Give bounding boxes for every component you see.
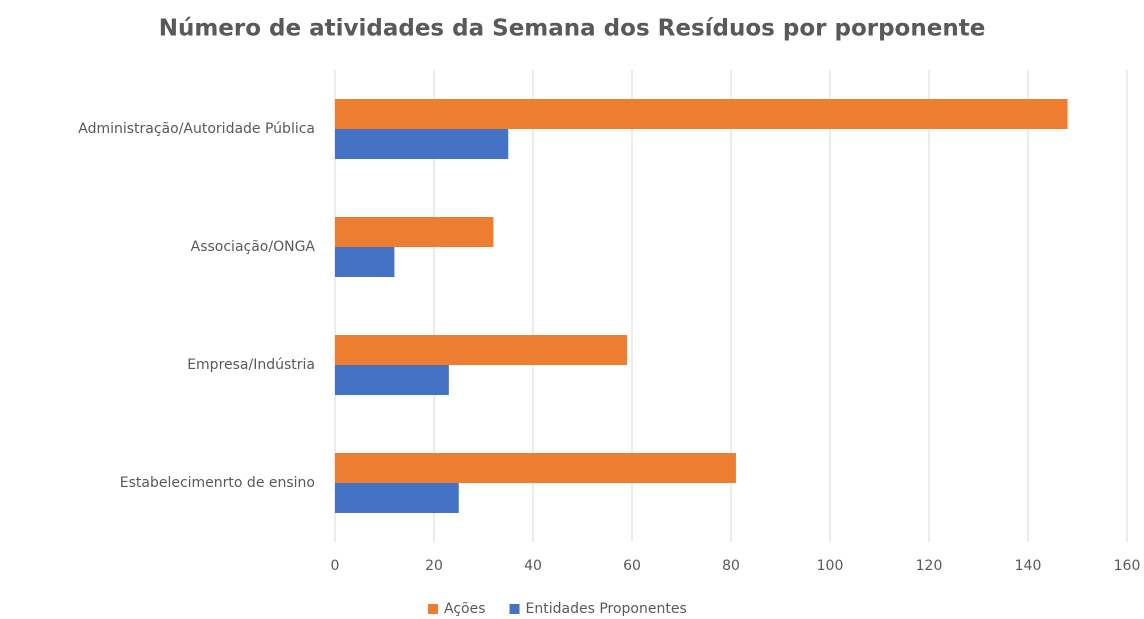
bar: [335, 483, 459, 513]
x-tick-label: 40: [524, 558, 542, 574]
bar: [335, 99, 1068, 129]
y-tick-label: Associação/ONGA: [191, 239, 316, 255]
x-tick-label: 140: [1015, 558, 1042, 574]
bar: [335, 453, 736, 483]
legend-label: Entidades Proponentes: [526, 601, 687, 617]
x-tick-label: 100: [817, 558, 844, 574]
x-tick-label: 160: [1114, 558, 1141, 574]
legend-label: Ações: [444, 601, 486, 617]
bar: [335, 129, 509, 159]
y-tick-label: Empresa/Indústria: [187, 357, 315, 373]
x-tick-label: 20: [425, 558, 443, 574]
bar: [335, 217, 494, 247]
bar: [335, 335, 628, 365]
bar: [335, 365, 449, 395]
legend-swatch: [509, 604, 520, 614]
x-tick-label: 0: [331, 558, 340, 574]
x-tick-label: 80: [722, 558, 740, 574]
y-tick-label: Estabelecimenrto de ensino: [120, 475, 315, 491]
legend-swatch: [428, 604, 438, 614]
x-tick-label: 60: [623, 558, 641, 574]
bar: [335, 247, 395, 277]
chart-title: Número de atividades da Semana dos Resíd…: [159, 16, 986, 42]
x-tick-label: 120: [916, 558, 943, 574]
y-tick-label: Administração/Autoridade Pública: [78, 121, 315, 137]
